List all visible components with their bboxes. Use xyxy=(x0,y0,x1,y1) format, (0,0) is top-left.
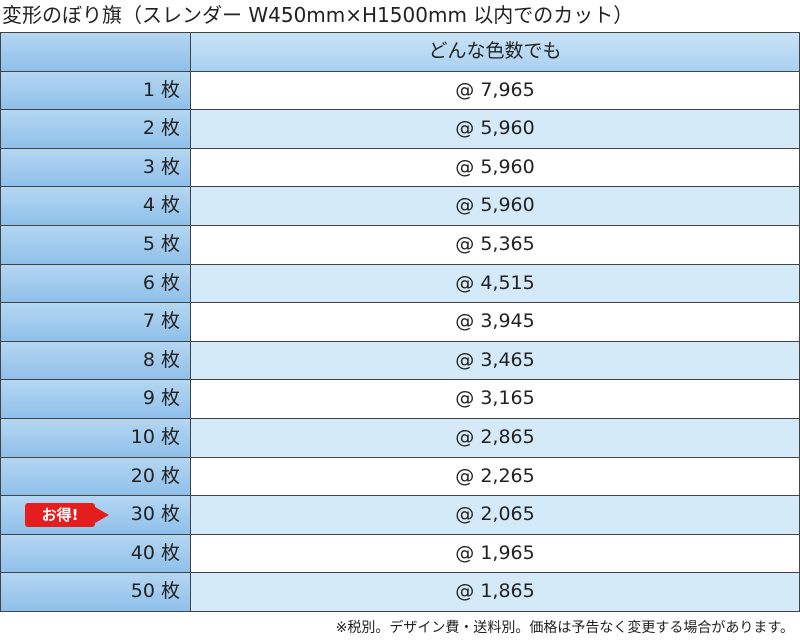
table-row: 2 枚 @ 5,960 xyxy=(1,110,800,149)
price-table: どんな色数でも 1 枚 @ 7,965 2 枚 @ 5,960 3 枚 @ 5,960 4 … xyxy=(0,32,800,612)
table-row: 1 枚 @ 7,965 xyxy=(1,71,800,111)
table-row: 6 枚 @ 4,515 xyxy=(1,264,800,304)
table-row: 9 枚 @ 3,165 xyxy=(1,380,800,419)
header-cell xyxy=(1,33,191,71)
table-row: 7 枚 @ 3,945 xyxy=(1,303,800,342)
header-cell: どんな色数でも xyxy=(191,33,800,71)
table-row: 3 枚 @ 5,960 xyxy=(1,148,800,188)
table-row: 40 枚 @ 1,965 xyxy=(1,534,800,574)
table-row: 50 枚 @ 1,865 xyxy=(1,573,800,612)
price-cell: @ 5,960 xyxy=(191,110,800,148)
quantity-cell: 10 枚 xyxy=(1,418,191,457)
price-cell: @ 2,865 xyxy=(191,418,800,457)
quantity-cell: 4 枚 xyxy=(1,187,191,225)
quantity-cell: 3 枚 xyxy=(1,148,191,187)
quantity-cell: 30 枚お得! xyxy=(1,496,191,534)
quantity-cell: 1 枚 xyxy=(1,71,191,110)
price-cell: @ 7,965 xyxy=(191,71,800,110)
price-cell: @ 2,265 xyxy=(191,457,800,496)
price-cell: @ 3,165 xyxy=(191,380,800,418)
table-row: 20 枚 @ 2,265 xyxy=(1,457,800,497)
table-row: 4 枚 @ 5,960 xyxy=(1,187,800,226)
footnote: ※税別。デザイン費・送料別。価格は予告なく変更する場合があります。 xyxy=(335,620,794,636)
quantity-cell: 40 枚 xyxy=(1,534,191,573)
price-cell: @ 5,960 xyxy=(191,148,800,187)
quantity-cell: 50 枚 xyxy=(1,573,191,611)
price-cell: @ 3,945 xyxy=(191,303,800,341)
quantity-cell: 20 枚 xyxy=(1,457,191,496)
price-cell: @ 4,515 xyxy=(191,264,800,303)
title: 変形のぼり旗（スレンダー W450mm×H1500mm 以内でのカット） xyxy=(2,3,634,27)
table-row: 5 枚 @ 5,365 xyxy=(1,225,800,265)
table-row: 30 枚お得! @ 2,065 xyxy=(1,496,800,535)
badge: お得! xyxy=(25,503,109,528)
price-cell: @ 1,865 xyxy=(191,573,800,611)
quantity-cell: 2 枚 xyxy=(1,110,191,148)
table-row: 10 枚 @ 2,865 xyxy=(1,418,800,458)
quantity-cell: 7 枚 xyxy=(1,303,191,341)
price-cell: @ 3,465 xyxy=(191,341,800,380)
price-cell: @ 5,365 xyxy=(191,225,800,264)
table-row: 8 枚 @ 3,465 xyxy=(1,341,800,381)
quantity-cell: 9 枚 xyxy=(1,380,191,418)
price-cell: @ 1,965 xyxy=(191,534,800,573)
price-cell: @ 2,065 xyxy=(191,496,800,534)
quantity-cell: 8 枚 xyxy=(1,341,191,380)
header-row: どんな色数でも xyxy=(1,33,800,72)
quantity-cell: 5 枚 xyxy=(1,225,191,264)
quantity-cell: 6 枚 xyxy=(1,264,191,303)
price-cell: @ 5,960 xyxy=(191,187,800,225)
